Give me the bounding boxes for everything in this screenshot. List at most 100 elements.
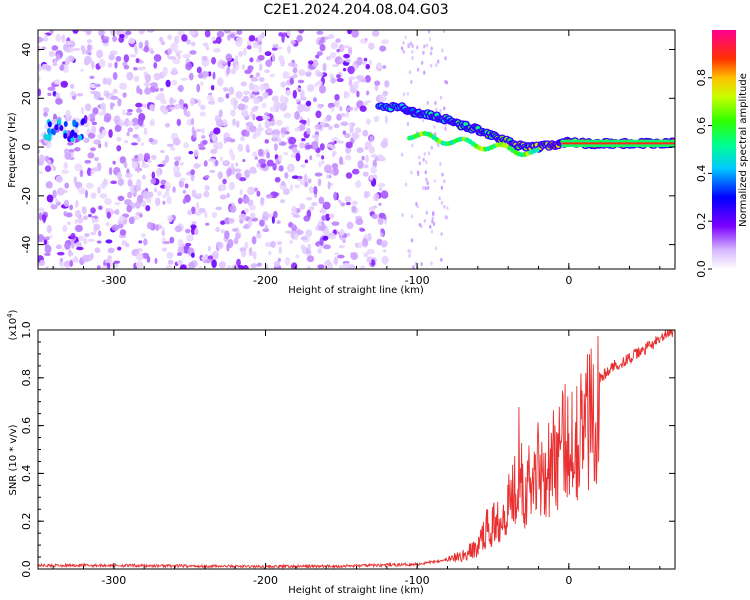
noise-speck (380, 228, 384, 233)
noise-speck (173, 35, 180, 45)
noise-speck (331, 150, 336, 158)
noise-speck (404, 182, 408, 187)
noise-speck (420, 262, 423, 267)
noise-speck (47, 86, 56, 92)
noise-speck (68, 149, 75, 153)
noise-speck (356, 90, 360, 98)
noise-speck (408, 253, 411, 258)
noise-speck (38, 207, 45, 212)
noise-speck (141, 252, 150, 259)
noise-speck (75, 199, 79, 208)
noise-speck (96, 240, 102, 244)
noise-speck (365, 118, 371, 125)
noise-speck (56, 251, 65, 256)
noise-speck (57, 188, 65, 195)
noise-speck (325, 56, 332, 61)
noise-speck (347, 47, 353, 55)
noise-speck (142, 191, 150, 200)
noise-speck (181, 34, 188, 42)
noise-speck (268, 250, 272, 256)
noise-speck (306, 255, 315, 263)
noise-speck (286, 30, 292, 37)
noise-speck (218, 109, 223, 118)
noise-speck (264, 139, 270, 144)
noise-speck (178, 179, 185, 188)
noise-speck (63, 260, 71, 268)
noise-speck (425, 43, 429, 48)
noise-speck (98, 230, 102, 237)
noise-speck (269, 106, 277, 112)
noise-speck (144, 73, 152, 83)
noise-speck (65, 212, 73, 218)
spectrogram-x-axis-label: Height of straight line (km) (288, 285, 424, 296)
noise-speck (141, 174, 146, 180)
noise-speck (262, 115, 271, 120)
noise-speck (141, 103, 148, 109)
noise-speck (159, 88, 164, 92)
noise-speck (293, 127, 301, 132)
noise-speck (440, 200, 444, 205)
noise-speck (295, 152, 301, 162)
noise-speck (408, 249, 412, 254)
noise-speck (354, 127, 362, 134)
noise-speck (205, 222, 210, 226)
noise-speck (117, 178, 125, 187)
noise-speck (133, 44, 138, 51)
x-tick-label: -100 (405, 274, 430, 287)
noise-speck (136, 185, 142, 192)
noise-speck (239, 189, 243, 196)
noise-speck (427, 185, 430, 190)
noise-speck (107, 255, 112, 261)
noise-speck (383, 249, 387, 253)
noise-speck (338, 244, 346, 249)
noise-speck (144, 87, 152, 95)
noise-speck (322, 235, 329, 241)
x-tick-label: -100 (405, 574, 430, 587)
noise-speck (362, 129, 369, 137)
noise-speck (230, 68, 237, 75)
noise-speck (69, 90, 76, 97)
noise-speck (164, 122, 170, 128)
early-signal (46, 128, 51, 135)
noise-speck (112, 160, 116, 165)
noise-speck (223, 160, 228, 165)
noise-speck (220, 61, 227, 65)
noise-speck (135, 102, 143, 108)
noise-speck (315, 54, 320, 59)
y-tick-label: 0 (20, 144, 33, 151)
noise-speck (306, 196, 313, 201)
noise-speck (188, 72, 194, 81)
colorbar-tick-label: 0.0 (695, 260, 708, 278)
noise-speck (432, 222, 436, 227)
noise-speck (365, 154, 369, 163)
noise-speck (44, 244, 52, 254)
noise-speck (43, 107, 50, 113)
noise-speck (157, 163, 165, 168)
noise-speck (361, 61, 367, 65)
noise-speck (229, 33, 236, 39)
noise-speck (276, 220, 281, 224)
noise-speck (321, 215, 327, 222)
noise-speck (379, 94, 387, 102)
noise-speck (360, 265, 365, 269)
noise-speck (402, 49, 405, 54)
noise-speck (289, 240, 294, 244)
noise-speck (217, 77, 224, 87)
noise-speck (301, 138, 306, 142)
noise-speck (316, 80, 323, 86)
noise-speck (195, 201, 200, 211)
noise-speck (404, 35, 407, 40)
noise-speck (104, 259, 113, 264)
noise-speck (284, 172, 289, 179)
noise-speck (272, 134, 280, 138)
noise-speck (340, 121, 349, 127)
noise-speck (284, 256, 291, 266)
noise-speck (427, 151, 431, 156)
colorbar-tick-label: 0.6 (695, 117, 708, 135)
noise-speck (73, 176, 78, 185)
noise-speck (89, 83, 95, 88)
noise-speck (116, 171, 122, 180)
noise-speck (423, 70, 426, 75)
noise-speck (136, 252, 144, 262)
